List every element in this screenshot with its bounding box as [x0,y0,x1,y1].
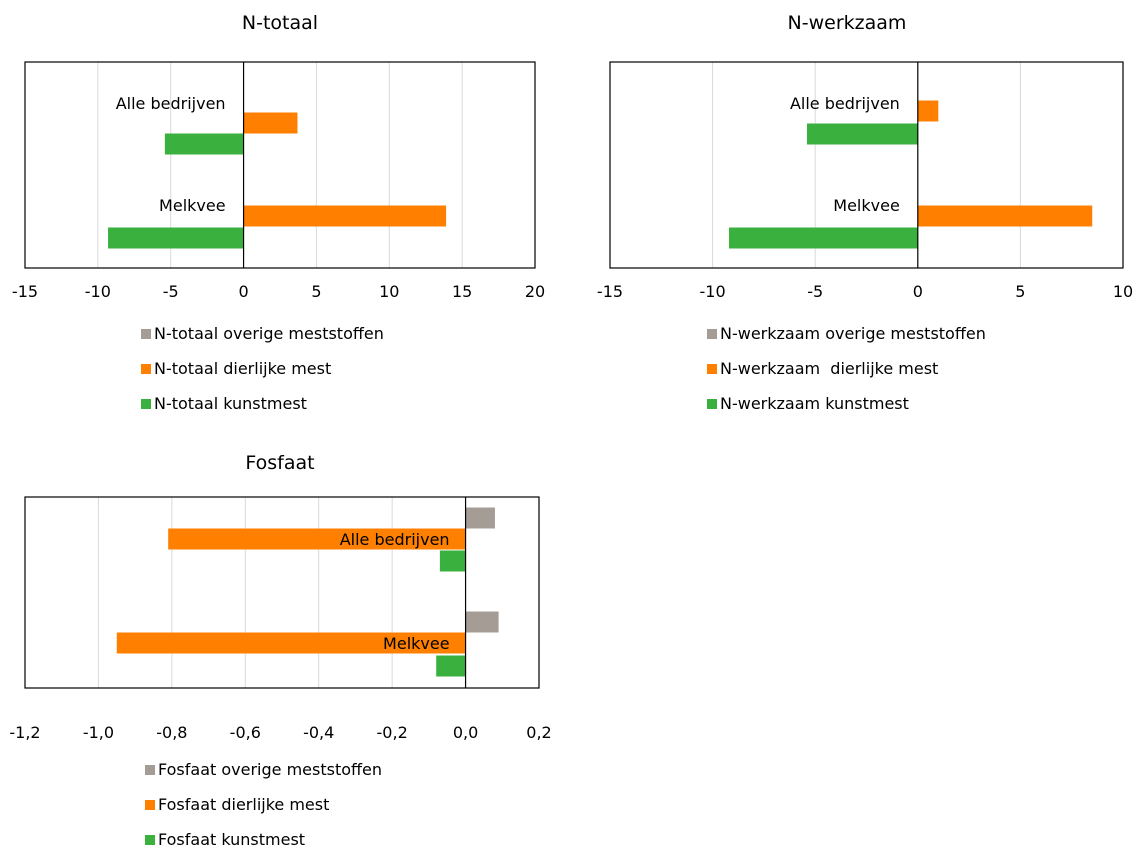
chart-title: N-werkzaam [787,12,907,34]
chart-plot: Alle bedrijven Melkvee -15 -10 -5 0 5 10 15 20 [12,61,545,301]
legend-item-kunstmest: N-werkzaam kunstmest [707,394,909,413]
category-label: Alle bedrijven [790,94,900,113]
plot-area-border [24,61,536,269]
chart-title: N-totaal [241,12,319,34]
tick-label: -5 [807,282,823,301]
tick-label: 0 [913,282,923,301]
tick-label: 0,2 [526,723,551,742]
bar-dierlijke [243,205,447,227]
bar-overige [465,507,495,529]
tick-label: 5 [1015,282,1025,301]
legend-label: N-totaal overige meststoffen [154,324,384,343]
tick-label: 10 [1113,282,1133,301]
bar-dierlijke [168,528,466,550]
legend-item-kunstmest: N-totaal kunstmest [141,394,307,413]
legend-item-overige: N-werkzaam overige meststoffen [707,324,986,343]
chart-n-totaal: N-totaal Alle bedrijven Melkvee -15 -10 -5 0 5… [0,0,560,420]
legend-item-kunstmest: Fosfaat kunstmest [145,830,305,849]
tick-label: 10 [379,282,399,301]
tick-label: 15 [452,282,472,301]
category-label: Melkvee [159,196,226,215]
tick-label: -0,6 [230,723,261,742]
legend-swatch [141,398,151,409]
legend-item-dierlijke: N-werkzaam dierlijke mest [707,359,938,378]
chart-fosfaat: Fosfaat Alle bedrijven Melkvee -1,2 -1,0 -0,… [0,430,560,849]
bar-dierlijke [917,100,939,122]
plot-area-border [24,496,540,689]
chart-n-werkzaam: N-werkzaam Alle bedrijven Melkvee -15 -10 -5… [577,0,1137,420]
plot-area-border [609,61,1124,269]
bar-kunstmest [729,227,918,249]
legend-swatch [141,328,151,339]
tick-label: -10 [700,282,726,301]
legend-label: N-werkzaam dierlijke mest [720,359,939,378]
tick-label: -1,2 [9,723,40,742]
legend-swatch [145,799,155,810]
bar-kunstmest [164,133,244,155]
tick-label: 5 [311,282,321,301]
bar-overige [465,611,499,633]
legend-item-dierlijke: N-totaal dierlijke mest [141,359,331,378]
legend-label: N-totaal dierlijke mest [154,359,332,378]
bar-dierlijke [116,632,466,654]
category-label: Alle bedrijven [340,530,450,549]
tick-label: -5 [163,282,179,301]
tick-label: 0 [238,282,248,301]
chart-title: Fosfaat [245,452,315,474]
legend-swatch [707,363,717,374]
legend-swatch [145,764,155,775]
legend-item-overige: N-totaal overige meststoffen [141,324,384,343]
legend-swatch [145,834,155,845]
bar-kunstmest [108,227,244,249]
tick-label: 20 [525,282,545,301]
tick-label: -10 [85,282,111,301]
bar-kunstmest [806,123,918,145]
chart-plot: Alle bedrijven Melkvee -15 -10 -5 0 5 10 [597,61,1133,301]
category-label: Alle bedrijven [116,94,226,113]
bar-dierlijke [243,112,298,134]
tick-label: -15 [597,282,623,301]
tick-label: -0,8 [156,723,187,742]
chart-plot: Alle bedrijven Melkvee -1,2 -1,0 -0,8 -0,6 -0,… [9,496,552,742]
bar-kunstmest [439,550,466,572]
tick-label: 0,0 [453,723,478,742]
legend-swatch [707,398,717,409]
legend-label: Fosfaat overige meststoffen [158,760,383,779]
bar-dierlijke [917,205,1093,227]
legend-swatch [707,328,717,339]
category-label: Melkvee [383,634,450,653]
tick-label: -0,2 [377,723,408,742]
bar-kunstmest [436,655,466,677]
legend-label: N-totaal kunstmest [154,394,307,413]
legend-swatch [141,363,151,374]
legend-item-dierlijke: Fosfaat dierlijke mest [145,795,329,814]
tick-label: -15 [12,282,38,301]
category-label: Melkvee [833,196,900,215]
legend-label: N-werkzaam kunstmest [720,394,909,413]
tick-label: -0,4 [303,723,334,742]
legend-label: Fosfaat kunstmest [158,830,306,849]
legend-label: N-werkzaam overige meststoffen [720,324,986,343]
legend-item-overige: Fosfaat overige meststoffen [145,760,382,779]
legend-label: Fosfaat dierlijke mest [158,795,330,814]
tick-label: -1,0 [83,723,114,742]
